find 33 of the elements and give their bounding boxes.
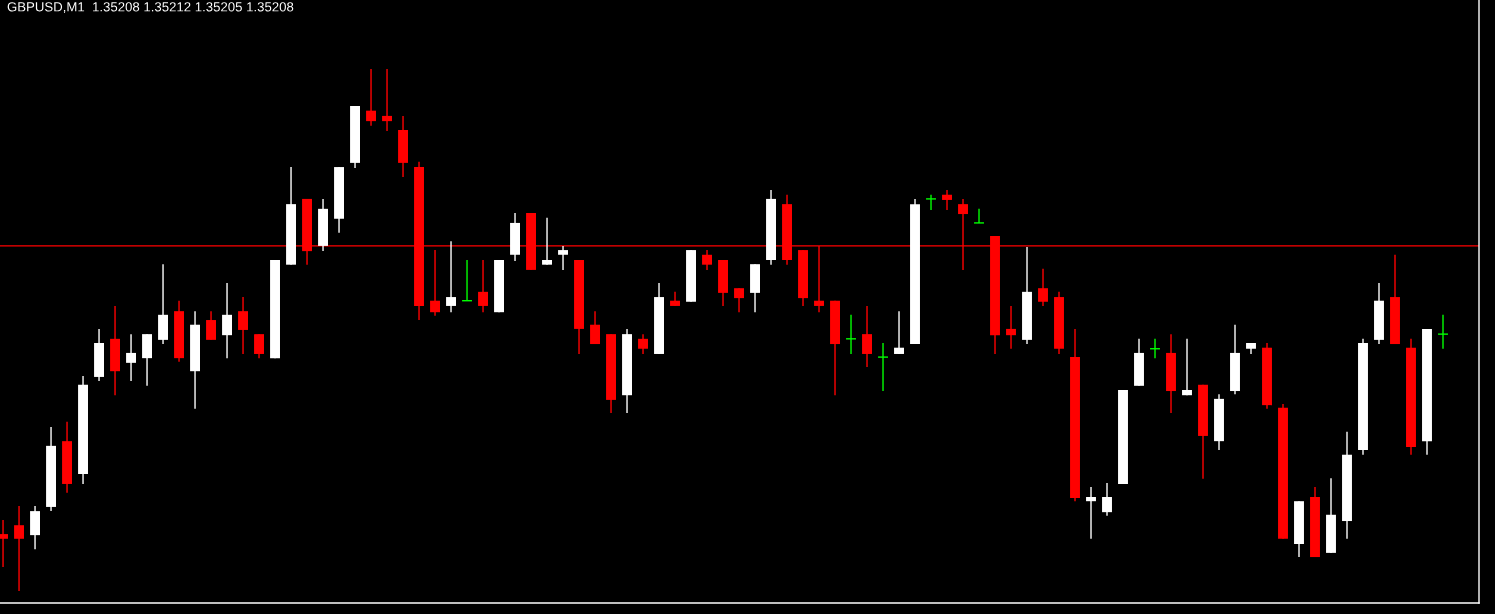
- candlestick: [590, 310, 600, 345]
- candlestick: [670, 291, 680, 307]
- candlestick: [702, 249, 712, 271]
- candlestick: [542, 217, 552, 266]
- candlestick: [1038, 268, 1048, 307]
- candlestick: [925, 194, 937, 211]
- candlestick: [894, 310, 904, 355]
- candlestick: [1182, 338, 1192, 396]
- candlestick: [942, 189, 952, 211]
- candlestick: [382, 68, 392, 132]
- candlestick: [862, 305, 872, 368]
- candlestick: [430, 249, 440, 317]
- candlestick: [14, 505, 24, 592]
- candlestick: [1102, 482, 1112, 517]
- candlestick: [0, 519, 8, 568]
- candlestick: [845, 314, 857, 355]
- candlestick: [446, 240, 456, 313]
- candlestick: [1006, 305, 1016, 350]
- candlestick: [1086, 486, 1096, 540]
- candlestick: [254, 333, 264, 359]
- candlestick: [238, 296, 248, 355]
- chart-title: GBPUSD,M1 1.35208 1.35212 1.35205 1.35208: [7, 2, 294, 14]
- candlestick: [1437, 314, 1449, 350]
- candlestick: [222, 282, 232, 359]
- candlestick: [126, 333, 136, 382]
- candlestick: [366, 68, 376, 127]
- candlestick: [206, 310, 216, 341]
- candlestick: [877, 342, 889, 392]
- candlestick: [478, 259, 488, 313]
- candlestick: [734, 287, 744, 313]
- candlestick: [638, 333, 648, 355]
- candlestick: [973, 208, 985, 224]
- candlestick: [558, 245, 568, 271]
